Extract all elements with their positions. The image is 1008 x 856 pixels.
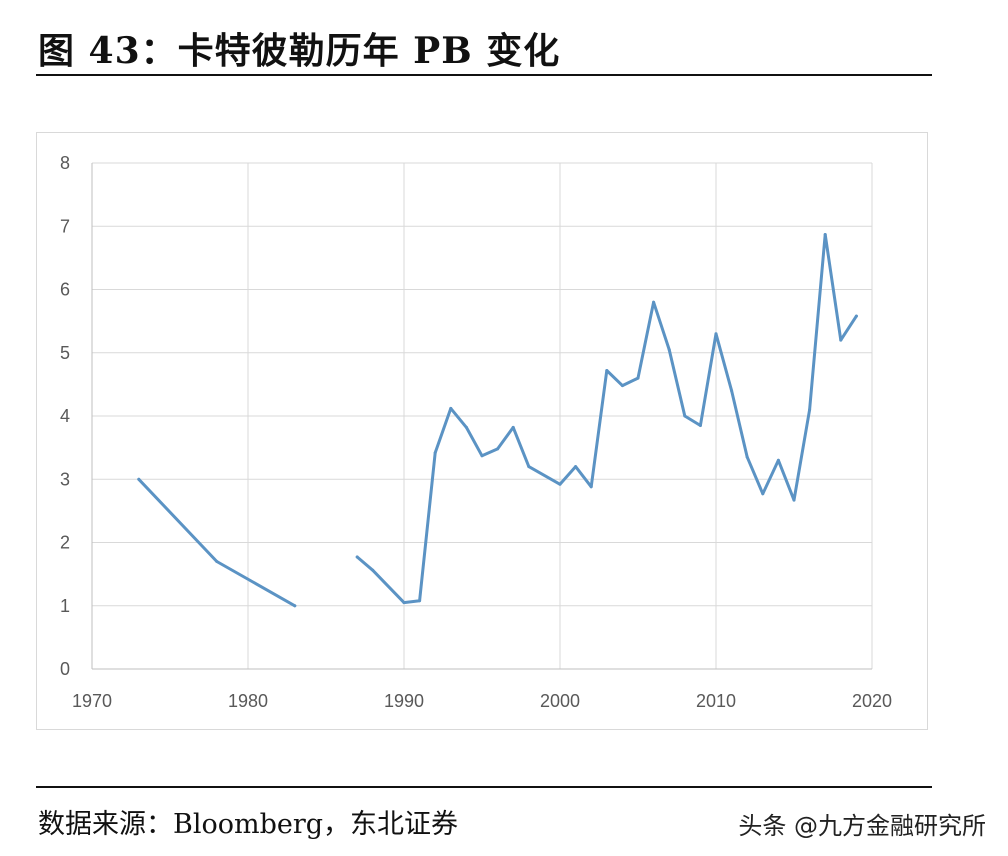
data-point	[714, 332, 718, 336]
data-point	[433, 451, 437, 455]
data-point	[698, 424, 702, 427]
data-point	[776, 458, 780, 462]
x-tick-label: 2000	[540, 691, 580, 711]
data-point	[464, 425, 468, 429]
data-point	[137, 477, 141, 481]
data-point	[745, 455, 749, 459]
y-tick-label: 6	[60, 280, 70, 300]
chart-title: 图 43：卡特彼勒历年 PB 变化	[38, 30, 561, 72]
data-point	[418, 599, 422, 603]
data-point	[823, 233, 827, 236]
x-tick-label: 2010	[696, 691, 736, 711]
y-tick-label: 3	[60, 469, 70, 489]
data-point	[496, 447, 500, 451]
data-point	[605, 369, 609, 372]
axes: 0 1 2 3 4 5 6 7 8 1970 1980 1990 2000 2010 2020	[60, 153, 892, 711]
y-tick-label: 7	[60, 216, 70, 236]
data-point	[839, 338, 843, 342]
data-point	[636, 376, 640, 380]
y-tick-label: 2	[60, 533, 70, 553]
line-chart: 0 1 2 3 4 5 6 7 8 1970 1980 1990 2000 2010 2020	[60, 153, 892, 711]
y-tick-label: 4	[60, 406, 70, 426]
y-tick-label: 8	[60, 153, 70, 173]
data-point	[620, 384, 624, 388]
data-point	[355, 555, 359, 559]
chart-frame: 0 1 2 3 4 5 6 7 8 1970 1980 1990 2000 2010 2020	[36, 132, 928, 730]
data-point	[574, 465, 578, 469]
data-point	[527, 465, 531, 469]
y-tick-label: 5	[60, 343, 70, 363]
x-tick-label: 1970	[72, 691, 112, 711]
watermark: 头条 @九方金融研究所	[738, 812, 986, 840]
footer-divider	[36, 786, 932, 788]
x-tick-label: 1990	[384, 691, 424, 711]
data-point	[808, 408, 812, 412]
series-lines	[137, 233, 858, 608]
data-point	[371, 568, 375, 572]
x-tick-label: 2020	[852, 691, 892, 711]
data-point	[792, 498, 796, 502]
y-tick-label: 1	[60, 596, 70, 616]
title-divider	[36, 74, 932, 76]
source-note: 数据来源：Bloomberg，东北证券	[38, 809, 459, 840]
data-point	[667, 348, 671, 352]
data-point	[215, 560, 219, 563]
data-point	[854, 314, 858, 318]
y-tick-label: 0	[60, 659, 70, 679]
data-point	[730, 389, 734, 393]
data-point	[449, 406, 453, 410]
data-point	[480, 454, 484, 458]
data-point	[761, 492, 765, 496]
data-point	[402, 601, 406, 605]
data-point	[511, 425, 515, 429]
x-tick-label: 1980	[228, 691, 268, 711]
data-point	[683, 414, 687, 418]
data-point	[652, 300, 656, 304]
data-point	[293, 604, 297, 608]
gridlines	[92, 162, 873, 669]
data-point	[558, 482, 562, 486]
data-point	[589, 485, 593, 489]
